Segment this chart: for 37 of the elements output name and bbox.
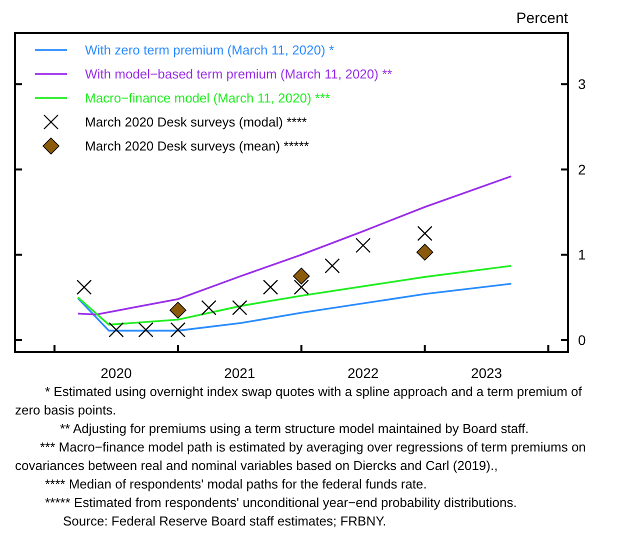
x-tick-label: 2023 (470, 365, 502, 381)
point (292, 268, 310, 284)
line-series (77, 282, 512, 332)
y-tick-label: 2 (578, 161, 586, 178)
legend-label: March 2020 Desk surveys (modal) **** (85, 114, 307, 130)
x-tick-label: 2022 (348, 365, 379, 381)
point (262, 280, 278, 295)
x-tick-label: 2020 (100, 365, 132, 381)
y-tick-label: 1 (578, 246, 586, 263)
legend-label: With zero term premium (March 11, 2020) * (85, 42, 334, 58)
line-series (77, 175, 512, 316)
legend-label: March 2020 Desk surveys (mean) ***** (85, 138, 309, 154)
x-tick-label: 2021 (224, 365, 256, 381)
text: ** Adjusting for premiums using a term structure model maintained by Board staff. (60, 421, 529, 436)
point (355, 238, 371, 253)
point (108, 322, 124, 338)
point (416, 244, 434, 261)
text: * Estimated using overnight index swap quotes with a spline approach and a term premium of zero basis points. (15, 384, 582, 418)
y-tick-label: 3 (578, 76, 586, 92)
text: *** Macro−finance model path is estimated by averaging over regressions of term premiums on covariances between real and nominal variables based on Diercks and Carl (2019)., (15, 440, 586, 473)
legend-label: Macro−finance model (March 11, 2020) *** (85, 90, 330, 106)
point (201, 300, 216, 316)
point (417, 226, 432, 242)
text: ***** Estimated from respondents' unconditional year−end probability distributions. (45, 495, 517, 510)
point (232, 300, 248, 316)
point (76, 280, 92, 295)
y-axis-title: Percent (516, 10, 569, 27)
point (324, 258, 340, 274)
point (294, 280, 309, 295)
point (170, 302, 186, 319)
point (170, 322, 186, 338)
line-series (77, 264, 512, 326)
text: **** Median of respondents' modal paths for the federal funds rate. (45, 476, 427, 492)
source-note: Source: Federal Reserve Board staff estimates; FRBNY. (63, 514, 386, 528)
y-tick-label: 0 (578, 332, 586, 348)
point (138, 322, 154, 338)
legend-label: With model−based term premium (March 11, 2020) ** (85, 66, 392, 82)
